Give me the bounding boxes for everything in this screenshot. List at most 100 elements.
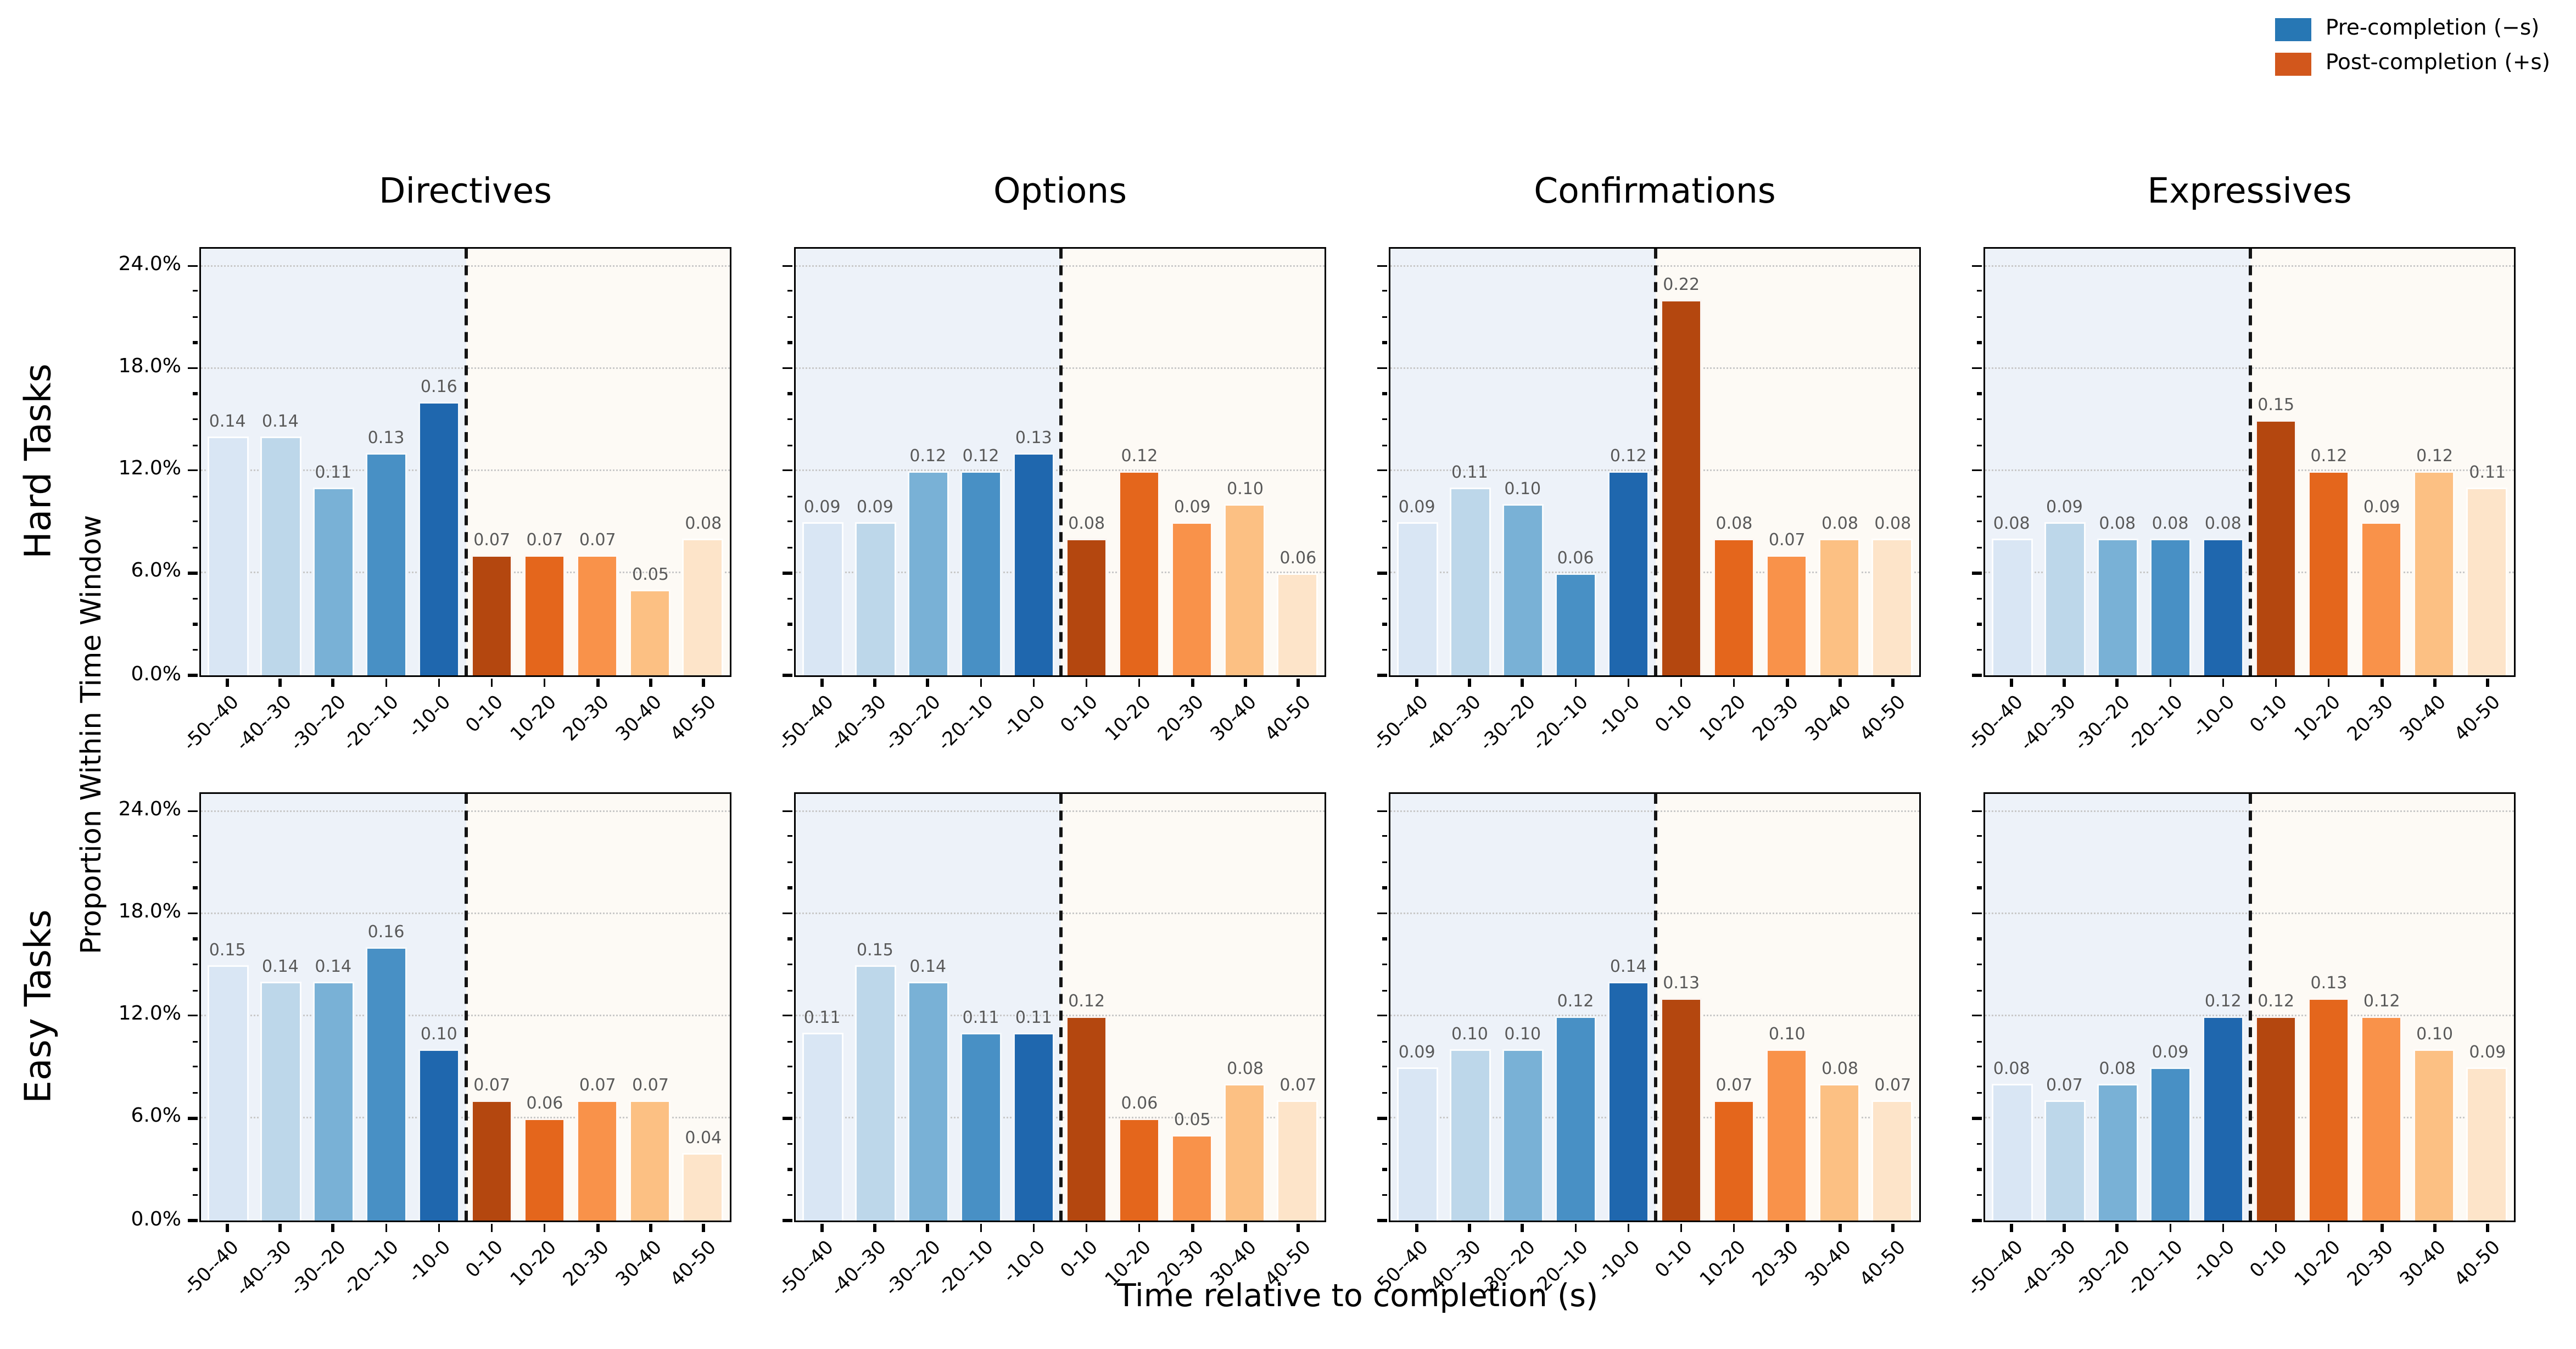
bar-30-20 <box>907 471 949 675</box>
legend-item-post-completion: Post-completion (+s) <box>2274 51 2550 76</box>
bar-value-label: 0.07 <box>579 1078 616 1096</box>
y-minor-tick-mark <box>1976 342 1983 344</box>
bar-value-label: 0.12 <box>2258 993 2295 1011</box>
x-tick-mark <box>820 1223 824 1233</box>
y-minor-tick-mark <box>1382 393 1388 395</box>
y-minor-tick-mark <box>787 520 794 523</box>
x-tick-mark <box>1574 678 1577 687</box>
y-tick-label: 0.0% <box>131 661 182 685</box>
y-tick-label: 0.0% <box>131 1206 182 1230</box>
y-tick-mark <box>1972 264 1983 267</box>
bar-50-40 <box>206 436 248 675</box>
x-tick-label-text: 10-20 <box>1695 1235 1751 1291</box>
x-tick-label-text: 0-10 <box>1651 1235 1698 1283</box>
x-tick-mark <box>702 678 705 687</box>
bar-30-20 <box>1502 1050 1544 1221</box>
x-tick-label-text: -40--30 <box>1421 690 1487 755</box>
x-tick-mark <box>384 678 388 687</box>
bar-value-label: 0.13 <box>1663 975 1700 994</box>
x-tick-mark <box>226 678 229 687</box>
x-tick-mark <box>596 1223 599 1233</box>
x-tick-label-text: -40--30 <box>826 690 892 755</box>
bar-30-20 <box>907 981 949 1221</box>
x-tick-mark <box>279 678 282 687</box>
bar-40-50 <box>683 539 724 675</box>
y-minor-tick-mark <box>1976 1143 1983 1145</box>
bar-20-30 <box>1171 1135 1213 1221</box>
x-tick-mark <box>2169 678 2172 687</box>
x-tick-label-text: -40--30 <box>231 1235 297 1301</box>
bar-value-label: 0.14 <box>1610 958 1647 977</box>
bar-value-label: 0.12 <box>2363 993 2400 1011</box>
bar-value-label: 0.08 <box>685 516 722 534</box>
bar-10-20 <box>1713 1101 1755 1221</box>
y-minor-tick-mark <box>787 1168 794 1171</box>
x-tick-label-text: -10-0 <box>404 1235 456 1287</box>
x-tick-label-text: 0-10 <box>1651 690 1698 737</box>
subplot-hard-tasks-directives: 0.14 -50--40 0.14 -40--30 0.11 -30--20 0.13 -20… <box>119 247 731 755</box>
x-tick-label-text: -10-0 <box>1593 1235 1645 1287</box>
bar-50-40 <box>206 964 248 1221</box>
y-minor-tick-mark <box>1976 964 1983 966</box>
y-minor-tick-mark <box>192 648 199 651</box>
bar-value-label: 0.08 <box>1821 1061 1858 1079</box>
completion-zero-line <box>1653 249 1657 675</box>
y-minor-tick-mark <box>787 1194 794 1196</box>
y-minor-tick-mark <box>787 290 794 293</box>
bar-value-label: 0.10 <box>1768 1027 1806 1045</box>
y-minor-tick-mark <box>787 989 794 992</box>
legend-swatch-post-completion <box>2274 52 2311 75</box>
y-tick-mark <box>188 469 199 472</box>
x-tick-mark <box>1191 678 1194 687</box>
x-tick-label-text: -40--30 <box>826 1235 892 1301</box>
subplot-easy-tasks-directives: 0.15 -50--40 0.14 -40--30 0.14 -30--20 0.16 -20… <box>119 792 731 1300</box>
bar-value-label: 0.12 <box>2204 993 2242 1011</box>
bar-value-label: 0.11 <box>1451 464 1488 483</box>
bar-10-20 <box>2308 998 2350 1221</box>
y-minor-tick-mark <box>1382 290 1388 293</box>
y-minor-tick-mark <box>1382 1143 1388 1145</box>
completion-zero-line <box>1653 794 1657 1221</box>
x-tick-mark <box>596 678 599 687</box>
bar-value-label: 0.08 <box>1068 516 1105 534</box>
y-minor-tick-mark <box>1976 290 1983 293</box>
bar-20-30 <box>1766 556 1808 675</box>
bar-value-label: 0.08 <box>1227 1061 1264 1079</box>
x-tick-label-text: -20--10 <box>2121 690 2187 755</box>
x-tick-mark <box>1733 1223 1736 1233</box>
y-minor-tick-mark <box>192 546 199 548</box>
y-tick-mark <box>1378 1014 1388 1017</box>
bar-40-50 <box>1872 1101 1914 1221</box>
x-tick-label-text: -10-0 <box>1593 690 1645 742</box>
y-tick-mark <box>188 367 199 370</box>
x-tick-label-text: 20-30 <box>558 1235 614 1291</box>
y-minor-tick-mark <box>192 520 199 523</box>
x-tick-label-text: 40-50 <box>664 1235 720 1291</box>
bar-20-10 <box>1555 573 1596 675</box>
bar-value-label: 0.06 <box>526 1095 563 1113</box>
bar-10-0 <box>1013 453 1054 675</box>
bar-value-label: 0.14 <box>909 958 947 977</box>
legend: Pre-completion (−s) Post-completion (+s) <box>2274 16 2550 76</box>
y-minor-tick-mark <box>192 623 199 625</box>
y-minor-tick-mark <box>192 938 199 940</box>
y-minor-tick-mark <box>1976 444 1983 446</box>
y-minor-tick-mark <box>192 495 199 497</box>
x-tick-mark <box>1785 1223 1789 1233</box>
bar-30-20 <box>2097 539 2138 675</box>
bar-20-30 <box>577 1101 618 1221</box>
y-tick-mark <box>783 912 794 915</box>
subplot-easy-tasks-options: 0.11 -50--40 0.15 -40--30 0.14 -30--20 0.11 -20… <box>774 792 1326 1300</box>
x-tick-mark <box>1032 678 1035 687</box>
x-tick-label-text: 0-10 <box>461 1235 509 1283</box>
y-minor-tick-mark <box>787 861 794 864</box>
bar-value-label: 0.16 <box>420 379 457 398</box>
x-tick-label-text: 30-40 <box>2395 690 2451 746</box>
x-tick-label-text: 10-20 <box>1100 690 1156 746</box>
bar-value-label: 0.05 <box>632 567 669 585</box>
y-minor-tick-mark <box>1976 623 1983 625</box>
bar-40-50 <box>1277 1101 1319 1221</box>
bar-value-label: 0.14 <box>262 413 299 432</box>
bar-value-label: 0.10 <box>1504 1027 1541 1045</box>
bar-value-label: 0.12 <box>1610 447 1647 466</box>
